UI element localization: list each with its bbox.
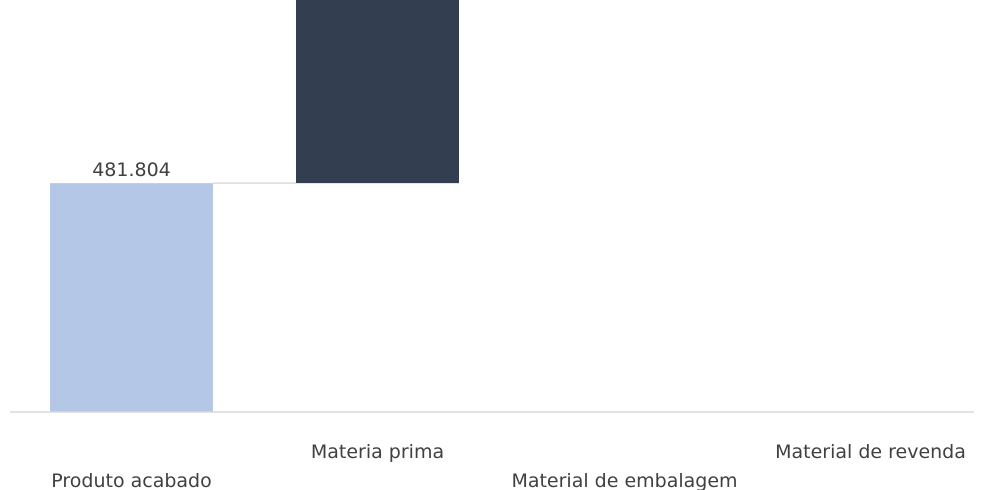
category-label-materia-prima: Materia prima [311,441,444,463]
bar-materia-prima [296,0,459,184]
value-label-produto-acabado: 481.804 [92,159,171,181]
category-labels: Produto acabado Materia prima Material de … [51,441,966,490]
data-labels: 481.804856.01924.60443.309 [92,159,171,181]
connector-lines [213,182,296,184]
bars [50,0,459,412]
category-label-produto-acabado: Produto acabado [51,470,211,490]
category-label-material-de-revenda: Material de revenda [775,441,966,463]
bar-produto-acabado [50,183,213,412]
category-label-material-de-embalagem: Material de embalagem [511,470,737,490]
